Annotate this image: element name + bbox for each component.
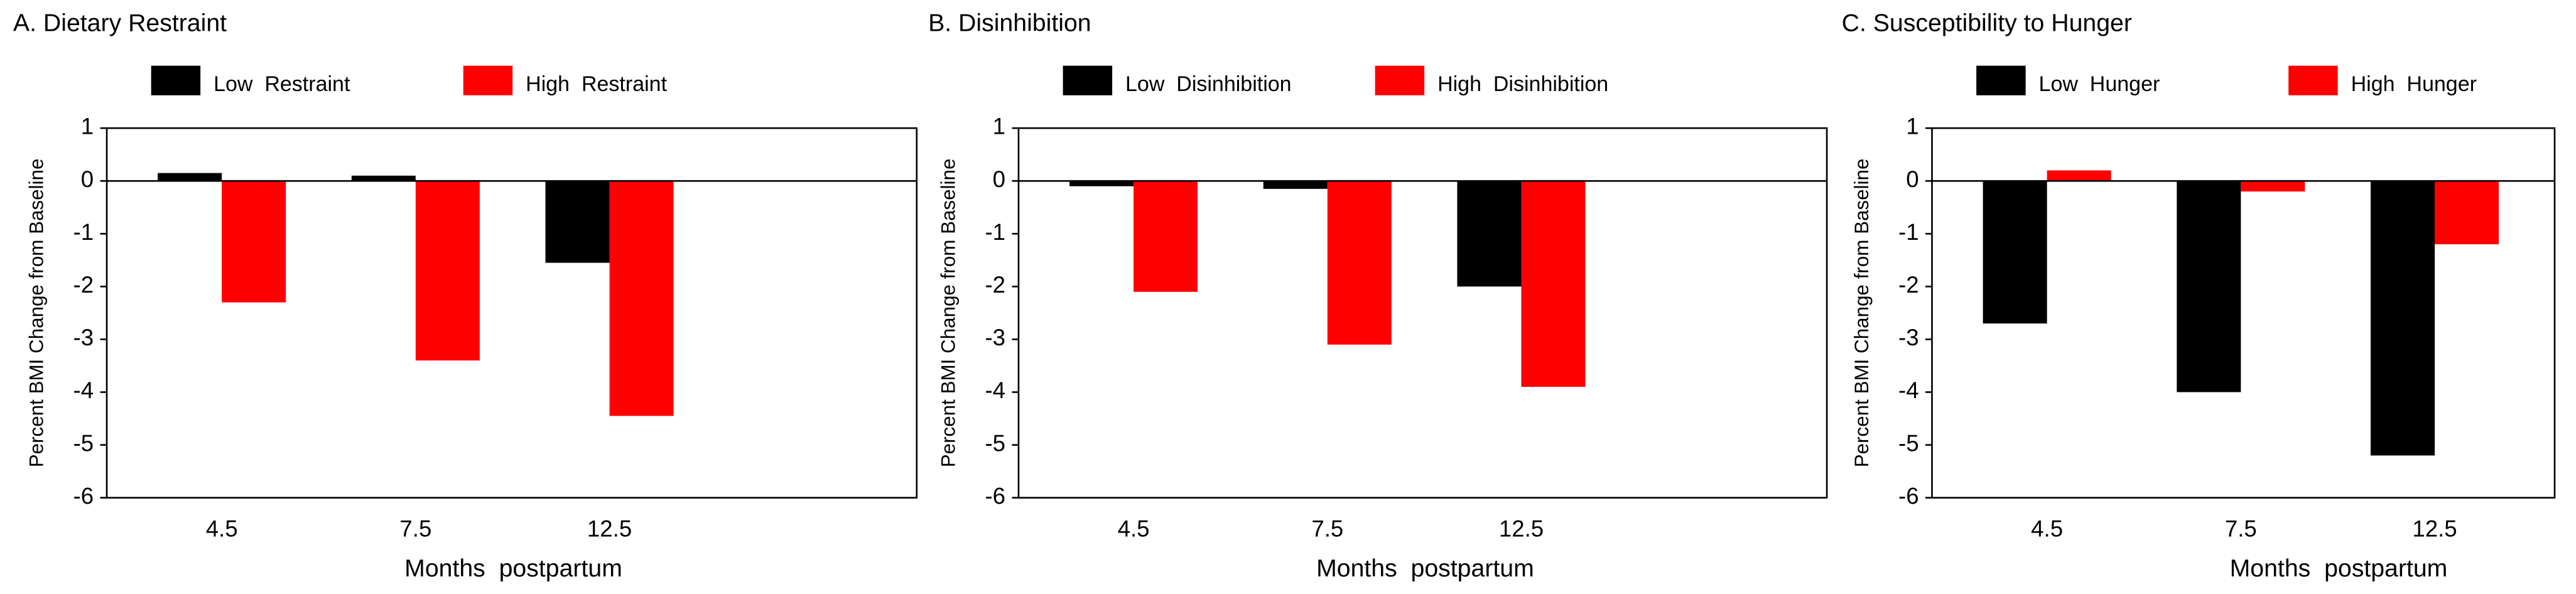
y-tick-label: -4 [1898,377,1919,403]
bar [415,181,480,361]
y-axis-label: Percent BMI Change from Baseline [1851,158,1873,467]
bar [1521,181,1586,387]
y-tick-label: -5 [73,430,94,456]
x-tick-label: 4.5 [2031,516,2063,542]
y-tick-label: -3 [73,325,94,350]
bar [222,181,286,303]
y-tick-label: -6 [73,483,94,509]
legend-swatch [2288,65,2338,95]
bar [1983,181,2047,324]
bar [545,181,610,263]
y-tick-label: -5 [1898,430,1919,456]
y-tick-label: 0 [81,166,94,192]
legend-swatch [463,65,513,95]
legend-swatch [151,65,201,95]
y-tick-label: 1 [81,114,94,139]
y-tick-label: -5 [985,430,1005,456]
y-tick-label: -1 [1898,219,1919,245]
y-axis-label: Percent BMI Change from Baseline [937,158,959,467]
legend-label: Low Restraint [214,72,350,96]
x-axis-label: Months postpartum [2230,554,2448,582]
bar [1263,181,1328,189]
bar [2047,170,2111,181]
y-tick-label: 0 [1906,166,1918,192]
bar [351,175,416,181]
x-tick-label: 4.5 [1118,516,1150,542]
x-tick-label: 4.5 [206,516,238,542]
bar [2177,181,2241,392]
bar [2241,181,2305,192]
legend-label: Low Hunger [2039,72,2160,96]
legend-label: Low Disinhibition [1125,72,1292,96]
bar [2435,181,2499,245]
y-axis-label: Percent BMI Change from Baseline [25,158,47,467]
chart-title: B. Disinhibition [928,9,1091,37]
chart-title: A. Dietary Restraint [13,9,227,37]
y-tick-label: -3 [1898,325,1919,350]
bar [609,181,674,416]
bar [1327,181,1392,345]
bar [1069,181,1134,186]
y-tick-label: -3 [985,325,1005,350]
x-axis-label: Months postpartum [1316,554,1534,582]
x-tick-label: 12.5 [587,516,632,542]
y-tick-label: 1 [1906,114,1918,139]
legend-swatch [1063,65,1113,95]
y-tick-label: -2 [1898,272,1919,298]
y-tick-label: -6 [1898,483,1919,509]
legend-swatch [1375,65,1425,95]
y-tick-label: -4 [985,377,1005,403]
y-tick-label: -4 [73,377,94,403]
legend-label: High Hunger [2351,72,2477,96]
y-tick-label: -2 [985,272,1005,298]
y-tick-label: -1 [985,219,1005,245]
bar [1457,181,1522,287]
y-tick-label: -6 [985,483,1005,509]
legend-swatch [1976,65,2026,95]
x-tick-label: 7.5 [399,516,431,542]
x-axis-label: Months postpartum [404,554,622,582]
x-tick-label: 12.5 [2412,516,2457,542]
y-tick-label: 0 [993,166,1005,192]
bar [1134,181,1198,292]
x-tick-label: 7.5 [1311,516,1343,542]
legend-label: High Disinhibition [1437,72,1608,96]
legend-label: High Restraint [526,72,667,96]
x-tick-label: 12.5 [1499,516,1544,542]
plot-frame [1931,127,2556,499]
y-tick-label: -1 [73,219,94,245]
plot-frame [106,127,918,499]
bar [2370,181,2435,456]
bar [158,173,222,181]
y-tick-label: 1 [993,114,1005,139]
y-tick-label: -2 [73,272,94,298]
chart-title: C. Susceptibility to Hunger [1842,9,2132,37]
x-tick-label: 7.5 [2225,516,2257,542]
plot-frame [1017,127,1828,499]
